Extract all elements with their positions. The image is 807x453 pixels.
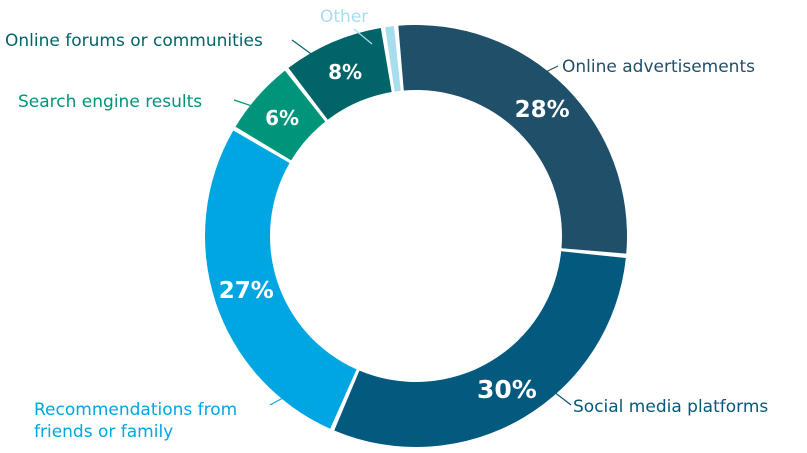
value-label-recommendations-from-friends-or-family: 27%	[219, 278, 274, 304]
leader-line-online-forums-or-communities	[291, 39, 315, 57]
slice-other	[385, 26, 401, 92]
leader-line-other	[353, 28, 373, 45]
category-label-online-advertisements: Online advertisements	[562, 57, 755, 77]
slice-social-media-platforms	[334, 251, 626, 448]
category-label-search-engine-results: Search engine results	[18, 92, 202, 112]
leader-lines	[233, 28, 572, 406]
category-labels: Other Online advertisements Social media p…	[5, 7, 768, 442]
value-label-social-media-platforms: 30%	[477, 375, 537, 404]
slice-search-engine-results	[235, 70, 326, 161]
leader-line-recommendations-from-friends-or-family	[269, 391, 295, 406]
category-label-recommendations-from-friends-or-family: Recommendations from friends or family	[34, 400, 237, 442]
value-label-search-engine-results: 6%	[265, 106, 299, 130]
value-label-online-forums-or-communities: 8%	[328, 60, 362, 84]
percentage-labels: 28% 30% 27% 6% 8%	[219, 60, 570, 404]
leader-line-social-media-platforms	[539, 380, 572, 406]
slice-online-advertisements	[398, 25, 627, 254]
donut-slices	[204, 25, 627, 448]
leader-line-search-engine-results	[233, 99, 259, 109]
value-label-online-advertisements: 28%	[515, 97, 570, 123]
category-label-social-media-platforms: Social media platforms	[573, 397, 768, 417]
slice-recommendations-from-friends-or-family	[204, 130, 357, 429]
category-label-online-forums-or-communities: Online forums or communities	[5, 31, 263, 51]
leader-line-online-advertisements	[524, 65, 559, 83]
slice-online-forums-or-communities	[288, 27, 392, 120]
category-label-other: Other	[320, 7, 368, 27]
